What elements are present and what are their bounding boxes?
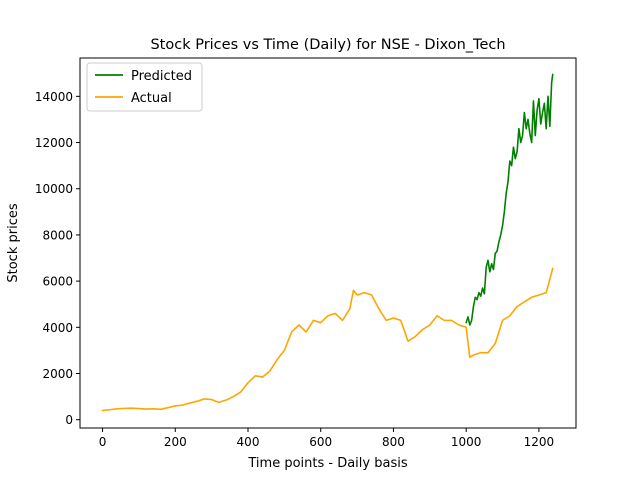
- x-tick-label: 0: [99, 435, 107, 449]
- y-axis: 0 2000 4000 6000 8000 10000 12000 14000: [35, 90, 80, 427]
- series-lines: [101, 73, 554, 412]
- legend-label-actual: Actual: [131, 91, 172, 106]
- x-tick-label: 200: [164, 435, 187, 449]
- y-tick-label: 0: [65, 413, 73, 427]
- series-line-actual: [101, 267, 554, 412]
- x-axis: 0 200 400 600 800 1000 1200: [99, 428, 554, 449]
- x-tick-label: 400: [237, 435, 260, 449]
- x-tick-label: 800: [382, 435, 405, 449]
- y-tick-label: 12000: [35, 136, 73, 150]
- y-tick-label: 14000: [35, 90, 73, 104]
- y-tick-label: 6000: [42, 275, 73, 289]
- x-tick-label: 1200: [524, 435, 555, 449]
- y-tick-label: 8000: [42, 228, 73, 242]
- axes-frame: [79, 57, 577, 429]
- plot-area: [79, 57, 577, 429]
- y-tick-label: 4000: [42, 321, 73, 335]
- x-tick-label: 600: [309, 435, 332, 449]
- chart-title: Stock Prices vs Time (Daily) for NSE - D…: [150, 37, 505, 53]
- y-tick-label: 2000: [42, 367, 73, 381]
- x-tick-label: 1000: [451, 435, 482, 449]
- y-tick-label: 10000: [35, 182, 73, 196]
- legend: Predicted Actual: [86, 62, 203, 112]
- x-axis-label: Time points - Daily basis: [247, 456, 407, 471]
- series-line-predicted: [465, 73, 554, 326]
- legend-label-predicted: Predicted: [131, 69, 192, 84]
- y-axis-label: Stock prices: [6, 203, 21, 282]
